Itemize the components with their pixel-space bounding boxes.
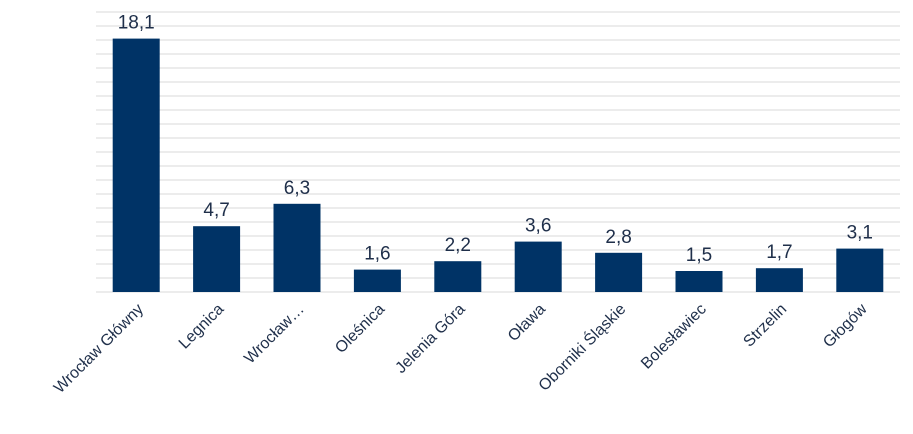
bar (354, 270, 401, 292)
bar (434, 261, 481, 292)
bar (515, 242, 562, 292)
data-label: 2,8 (605, 227, 631, 248)
data-label: 3,6 (525, 216, 551, 237)
x-tick-label: Legnica (176, 301, 228, 353)
category-labels: Wrocław Główny Legnica Wrocław… Oleśnica Jel… (51, 299, 871, 397)
data-label: 3,1 (847, 223, 873, 244)
data-label: 1,6 (364, 244, 390, 265)
data-label: 2,2 (445, 235, 471, 256)
bar (595, 253, 642, 292)
data-label: 4,7 (203, 200, 229, 221)
x-tick-label: Oborniki Śląskie (534, 299, 629, 394)
bar (836, 249, 883, 292)
x-tick-label: Strzelin (740, 301, 790, 351)
x-tick-label: Oleśnica (332, 301, 388, 357)
data-label: 1,7 (766, 242, 792, 263)
bar (113, 39, 160, 292)
bar (756, 268, 803, 292)
bar (193, 226, 240, 292)
x-tick-label: Wrocław… (241, 301, 308, 368)
x-tick-label: Głogów (820, 300, 871, 351)
data-label: 6,3 (284, 178, 310, 199)
x-tick-label: Bolesławiec (638, 301, 710, 373)
x-tick-label: Oława (505, 301, 549, 345)
data-label: 1,5 (686, 245, 712, 266)
bar (676, 271, 723, 292)
x-tick-label: Wrocław Główny (51, 301, 147, 397)
bar (274, 204, 321, 292)
x-tick-label: Jelenia Góra (392, 301, 468, 377)
data-label: 18,1 (118, 13, 155, 34)
